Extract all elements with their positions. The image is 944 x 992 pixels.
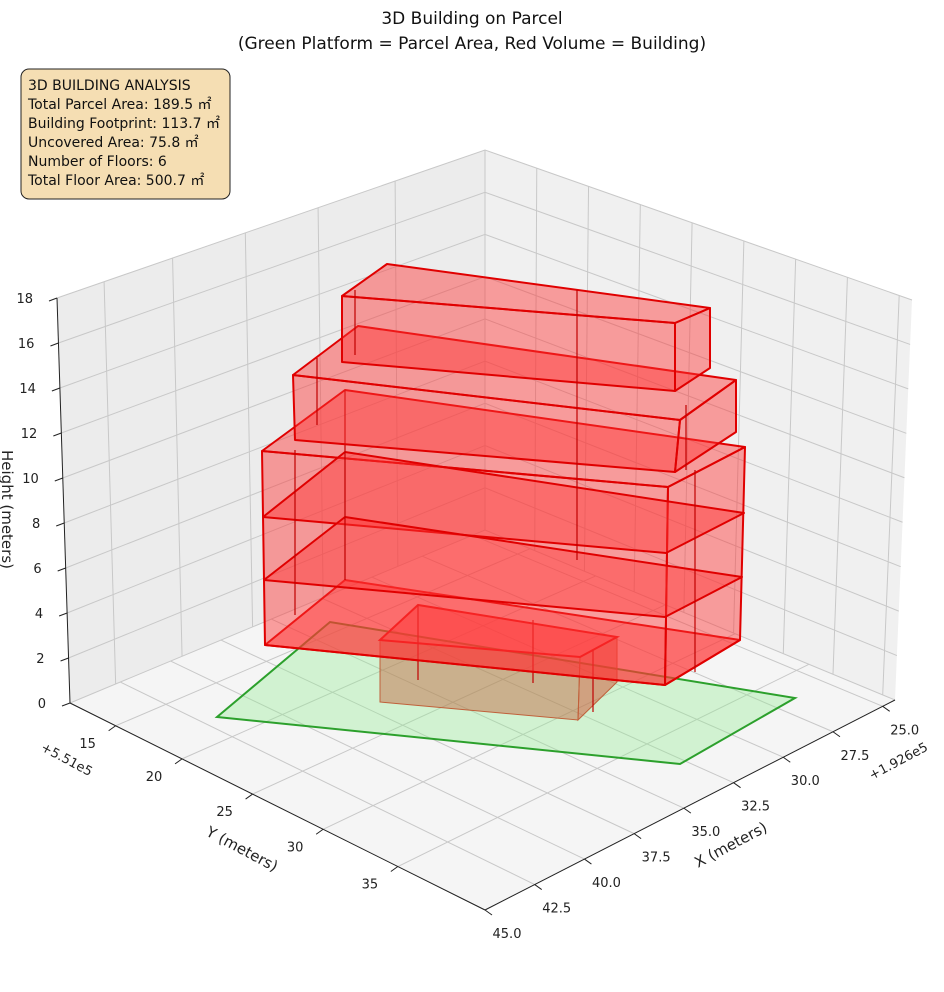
x-tick [882, 705, 890, 712]
z-tick [53, 432, 62, 437]
x-tick [534, 884, 543, 890]
z-axis-label: Height (meters) [0, 450, 16, 569]
z-tick [58, 612, 68, 617]
y-tick [315, 828, 324, 835]
y-gridline [181, 575, 596, 760]
z-tick-label: 8 [32, 517, 40, 532]
y-tick [174, 758, 183, 765]
z-tick [51, 387, 61, 392]
z-tick-label: 2 [36, 652, 44, 667]
parcel-platform [214, 620, 798, 766]
z-axis-line [56, 297, 71, 704]
x-gridline-wall [782, 259, 797, 654]
y-tick-label: 35 [362, 878, 379, 893]
building-lower-block [261, 389, 746, 686]
x-gridline-wall [683, 222, 693, 613]
grid-lines [56, 149, 913, 911]
y-tick [108, 725, 116, 732]
x-tick-label: 30.0 [791, 774, 820, 789]
x-gridline-wall [534, 168, 538, 551]
chart-title: 3D Building on Parcel [381, 9, 562, 29]
x-gridline-wall [832, 277, 848, 675]
x-tick-label: 25.0 [890, 723, 919, 738]
z-tick-label: 12 [21, 427, 38, 442]
info-line: Building Footprint: 113.7 ㎡ [28, 116, 220, 132]
z-tick [54, 477, 63, 482]
x-tick-label: 42.5 [542, 902, 571, 917]
y-gridline [115, 548, 531, 727]
z-tick-label: 14 [19, 382, 36, 397]
z-tick-label: 0 [38, 697, 46, 712]
x-gridline [170, 660, 585, 860]
x-gridline [120, 681, 535, 885]
x-tick [584, 858, 592, 865]
x-offset-label: +1.926e5 [867, 740, 931, 783]
y-axis-label: Y (meters) [202, 822, 281, 875]
z-tick-label: 18 [16, 292, 33, 307]
x-tick [633, 833, 642, 840]
y-tick [390, 866, 399, 872]
info-line: Number of Floors: 6 [28, 154, 167, 170]
x-gridline [371, 576, 784, 758]
right-pane [485, 150, 912, 700]
info-line: 3D BUILDING ANALYSIS [28, 78, 191, 94]
y-axis-line [69, 702, 486, 911]
x-gridline [271, 618, 685, 809]
x-tick-label: 40.0 [592, 876, 621, 891]
x-tick [733, 782, 741, 789]
y-gridline [397, 663, 810, 867]
x-tick-label: 27.5 [841, 749, 870, 764]
building-middle-block [292, 325, 737, 473]
x-gridline-wall [733, 240, 745, 634]
x-tick [484, 909, 493, 916]
left-pane [57, 150, 485, 703]
x-axis-line [484, 699, 896, 911]
z-tick [61, 702, 71, 707]
y-gridline-wall [172, 258, 183, 657]
chart-subtitle: (Green Platform = Parcel Area, Red Volum… [238, 34, 706, 54]
z-tick-label: 16 [18, 337, 35, 352]
y-gridline-wall [394, 181, 399, 567]
x-gridline [220, 639, 635, 835]
z-tick [50, 342, 59, 347]
x-gridline [422, 555, 834, 733]
x-tick-label: 37.5 [642, 851, 671, 866]
z-tick [57, 567, 66, 572]
info-line: Total Parcel Area: 189.5 ㎡ [27, 97, 212, 113]
x-tick-label: 32.5 [741, 800, 770, 815]
y-gridline-wall [317, 207, 324, 598]
x-tick [683, 807, 692, 814]
y-tick-label: 30 [287, 840, 304, 855]
z-tick-label: 6 [33, 562, 41, 577]
z-tick [48, 297, 58, 302]
x-gridline [472, 534, 883, 707]
y-tick [245, 793, 253, 800]
z-tick-label: 10 [22, 472, 39, 487]
y-tick-label: 25 [216, 805, 233, 820]
y-tick-label: 20 [146, 770, 163, 785]
x-tick-label: 35.0 [691, 825, 720, 840]
axis-ticks: 0 2 4 6 8 10 12 14 16 18 15 20 25 30 35 25.0 27.5 30.0 32.… [16, 292, 919, 942]
info-line: Uncovered Area: 75.8 ㎡ [28, 135, 199, 151]
info-box: 3D BUILDING ANALYSIS Total Parcel Area: … [20, 68, 231, 200]
y-tick-label: 15 [79, 737, 96, 752]
info-line: Total Floor Area: 500.7 ㎡ [27, 173, 204, 189]
y-gridline [322, 633, 736, 830]
x-tick-label: 45.0 [493, 927, 522, 942]
x-gridline-wall [882, 295, 900, 695]
z-tick [56, 522, 65, 527]
x-tick [832, 731, 841, 738]
z-tick-label: 4 [35, 607, 43, 622]
building-top-block [341, 263, 711, 560]
x-gridline [321, 597, 734, 784]
y-gridline-wall [103, 281, 117, 684]
x-tick [782, 756, 791, 763]
x-gridline-wall [583, 186, 590, 572]
z-tick [60, 657, 69, 662]
x-gridline-wall [633, 204, 641, 592]
y-gridline-wall [244, 232, 254, 627]
